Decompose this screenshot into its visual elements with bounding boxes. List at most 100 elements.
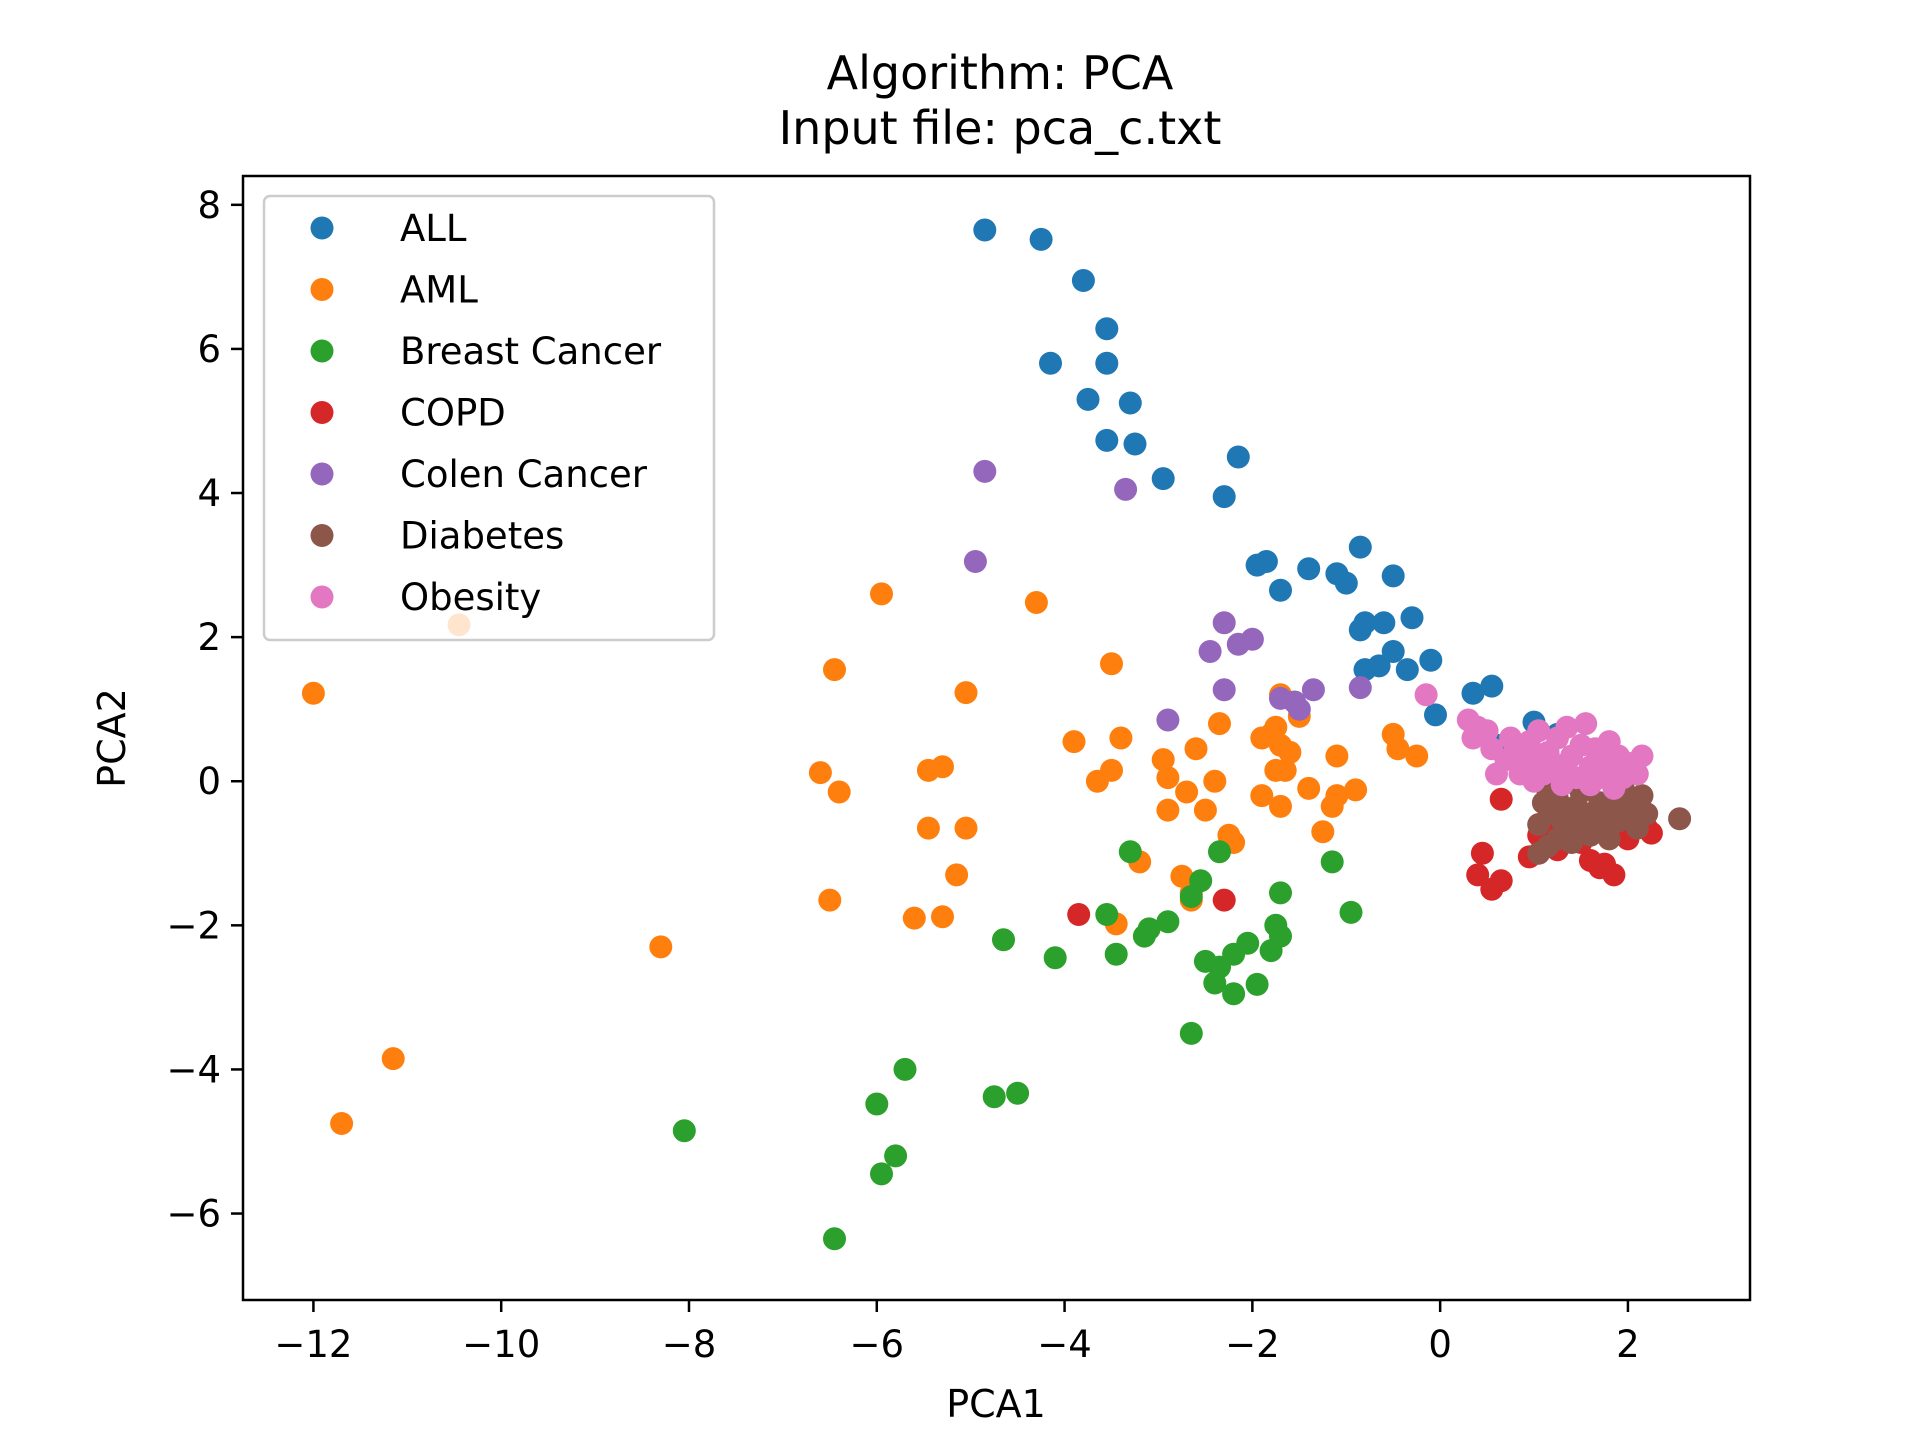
y-tick-label: −2 <box>166 904 221 947</box>
point-copd-16 <box>1602 863 1626 887</box>
legend-marker-obesity <box>310 585 334 609</box>
legend-label: Obesity <box>400 576 541 619</box>
point-aml-5 <box>870 582 893 606</box>
point-colen-cancer-3 <box>1212 611 1236 635</box>
point-diabetes-25 <box>1625 816 1649 840</box>
point-breast-cancer-12 <box>1118 840 1142 864</box>
point-aml-30 <box>1184 737 1208 761</box>
y-tick-label: 6 <box>197 328 221 371</box>
point-breast-cancer-23 <box>1222 982 1246 1006</box>
point-obesity-34 <box>1625 762 1649 786</box>
point-aml-13 <box>931 755 954 779</box>
point-aml-18 <box>916 816 940 840</box>
point-all-20 <box>1381 564 1405 588</box>
point-breast-cancer-7 <box>1006 1081 1030 1105</box>
point-breast-cancer-2 <box>865 1092 889 1116</box>
point-aml-4 <box>649 935 673 959</box>
point-all-11 <box>1226 445 1250 469</box>
point-breast-cancer-14 <box>1137 917 1161 941</box>
point-aml-55 <box>1344 778 1368 802</box>
point-aml-57 <box>1386 737 1410 761</box>
point-obesity-20 <box>1555 715 1579 739</box>
y-tick-label: 0 <box>197 760 221 803</box>
x-tick-label: 0 <box>1428 1323 1452 1366</box>
point-colen-cancer-2 <box>963 550 987 573</box>
x-tick-label: −6 <box>850 1323 905 1366</box>
point-aml-26 <box>1151 748 1175 772</box>
point-all-0 <box>973 218 997 242</box>
point-aml-47 <box>1269 794 1292 818</box>
point-all-18 <box>1334 571 1358 595</box>
y-tick-label: −4 <box>166 1048 221 1091</box>
point-breast-cancer-6 <box>982 1085 1006 1109</box>
point-aml-17 <box>1100 758 1123 782</box>
point-diabetes-0 <box>1668 807 1692 831</box>
point-aml-58 <box>1405 744 1429 768</box>
point-breast-cancer-29 <box>1269 924 1292 948</box>
y-tick-label: 8 <box>197 184 221 227</box>
legend-label: COPD <box>400 392 506 435</box>
legend-marker-diabetes <box>310 524 334 547</box>
point-diabetes-20 <box>1527 813 1551 836</box>
point-breast-cancer-25 <box>1236 931 1260 955</box>
point-all-10 <box>1151 467 1175 491</box>
point-aml-46 <box>1278 740 1302 764</box>
point-breast-cancer-11 <box>1104 942 1128 966</box>
point-aml-7 <box>1024 591 1048 614</box>
point-breast-cancer-10 <box>1095 903 1119 926</box>
point-all-26 <box>1367 654 1391 678</box>
point-all-6 <box>1076 387 1100 411</box>
point-obesity-35 <box>1630 744 1654 768</box>
point-all-14 <box>1254 550 1278 573</box>
point-aml-9 <box>954 681 978 705</box>
chart-subtitle: Input file: pca_c.txt <box>779 101 1222 155</box>
point-breast-cancer-5 <box>893 1057 917 1081</box>
point-breast-cancer-3 <box>870 1162 893 1186</box>
point-all-12 <box>1212 485 1236 509</box>
point-all-16 <box>1297 557 1321 581</box>
point-colen-cancer-6 <box>1240 627 1264 651</box>
point-copd-6 <box>1489 787 1513 811</box>
point-obesity-39 <box>1602 776 1626 800</box>
point-all-31 <box>1461 681 1485 705</box>
point-all-19 <box>1348 535 1372 559</box>
point-aml-21 <box>818 888 842 912</box>
point-obesity-37 <box>1550 773 1574 797</box>
point-breast-cancer-1 <box>823 1227 846 1251</box>
legend-items: ALL AML Breast Cancer COPD Colen Cancer Diabe… <box>310 207 662 619</box>
point-aml-3 <box>381 1047 405 1071</box>
point-copd-2 <box>1470 841 1494 865</box>
point-aml-11 <box>827 780 851 804</box>
point-aml-10 <box>808 761 832 785</box>
point-breast-cancer-30 <box>1269 881 1292 905</box>
point-obesity-24 <box>1574 712 1598 736</box>
point-aml-27 <box>1156 766 1180 790</box>
point-all-32 <box>1480 674 1504 698</box>
legend-label: Colen Cancer <box>400 453 648 496</box>
point-all-3 <box>1095 317 1119 341</box>
point-aml-8 <box>1100 652 1123 676</box>
point-all-27 <box>1381 640 1405 663</box>
x-tick-label: −10 <box>462 1323 540 1366</box>
point-aml-42 <box>1264 715 1288 739</box>
point-aml-6 <box>823 658 846 682</box>
point-colen-cancer-13 <box>1348 676 1372 700</box>
x-tick-label: −12 <box>274 1323 352 1366</box>
point-all-29 <box>1419 648 1443 672</box>
point-breast-cancer-18 <box>1208 840 1231 864</box>
legend-marker-aml <box>310 278 334 301</box>
point-copd-3 <box>1466 863 1490 887</box>
point-diabetes-22 <box>1560 831 1584 854</box>
point-breast-cancer-17 <box>1189 869 1213 893</box>
point-aml-40 <box>1250 784 1274 808</box>
point-breast-cancer-26 <box>1245 972 1269 996</box>
legend-marker-copd <box>310 401 334 424</box>
point-aml-14 <box>1062 730 1086 754</box>
point-all-22 <box>1353 611 1377 635</box>
point-aml-51 <box>1311 820 1335 844</box>
point-obesity-36 <box>1522 769 1546 793</box>
point-breast-cancer-0 <box>672 1119 696 1143</box>
y-tick-label: 4 <box>197 472 221 515</box>
point-aml-15 <box>1109 726 1133 750</box>
legend-marker-all <box>310 216 334 240</box>
